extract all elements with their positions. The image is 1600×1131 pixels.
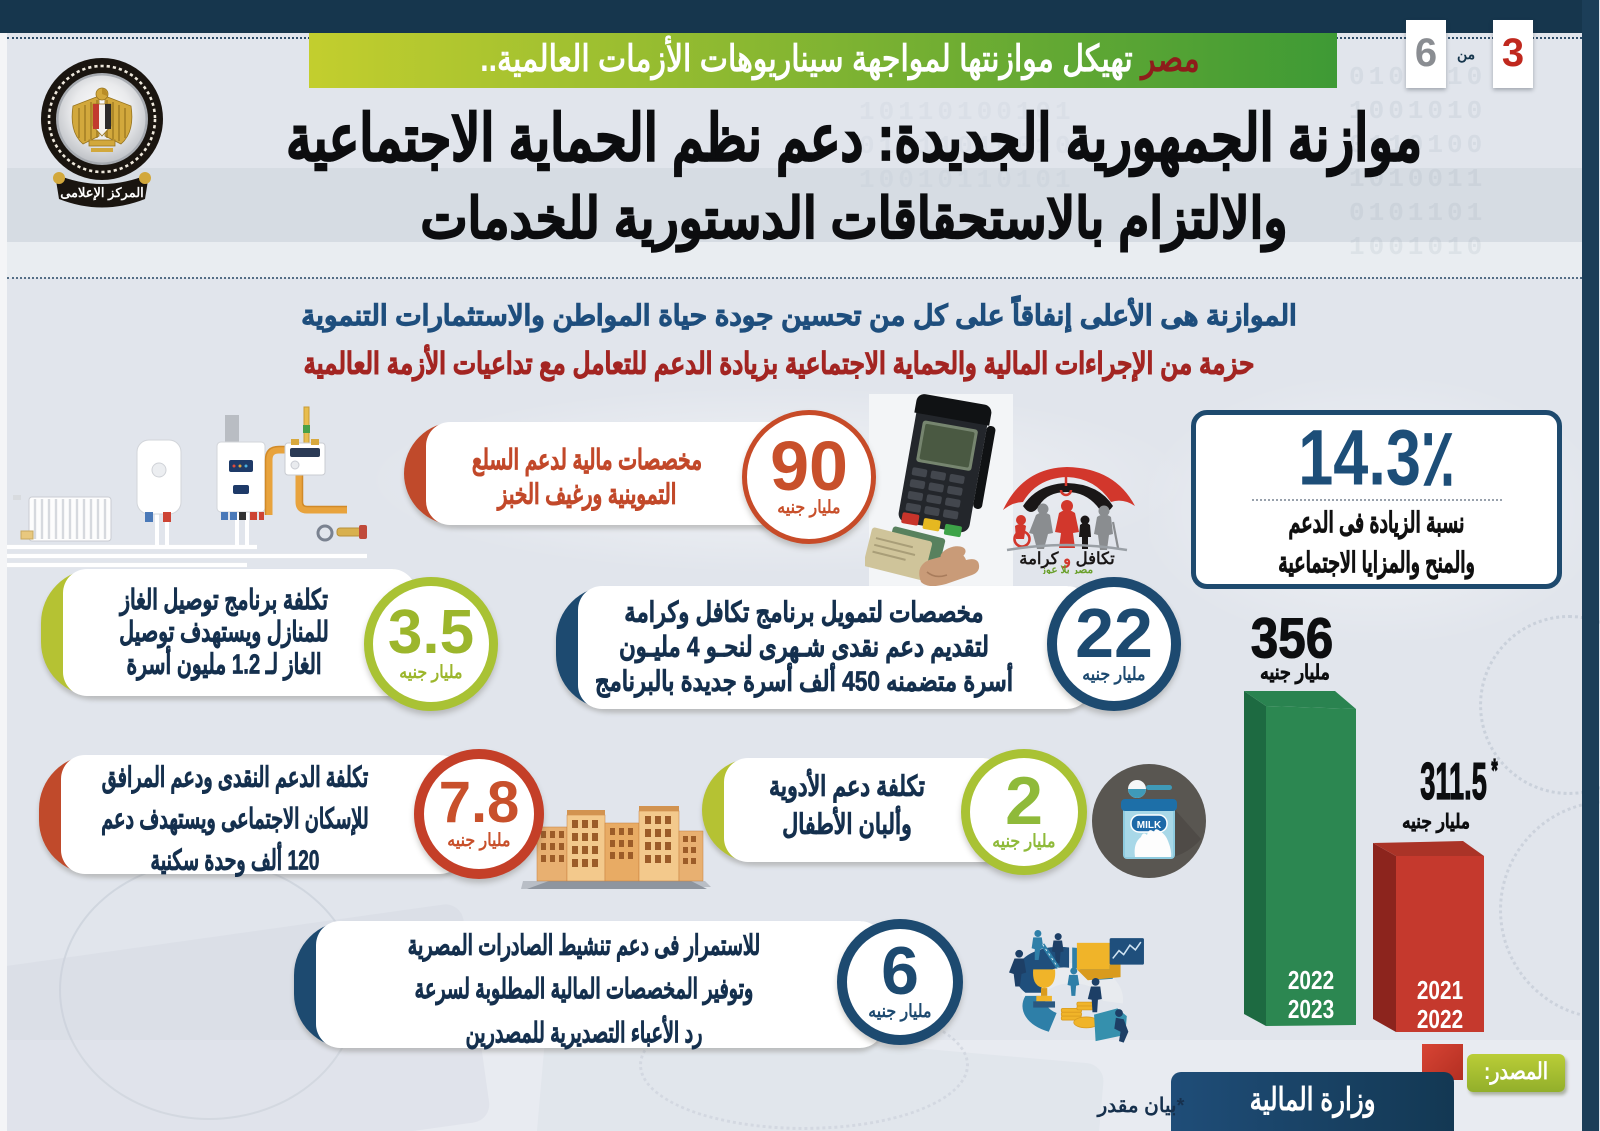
svg-text:مصر بلا عوز: مصر بلا عوز bbox=[1041, 564, 1095, 574]
svg-text:MILK: MILK bbox=[1138, 820, 1163, 831]
svg-text:المركز الإعلامى: المركز الإعلامى bbox=[61, 185, 145, 201]
svg-text:تكافل و كرامة: تكافل و كرامة bbox=[1020, 550, 1116, 569]
